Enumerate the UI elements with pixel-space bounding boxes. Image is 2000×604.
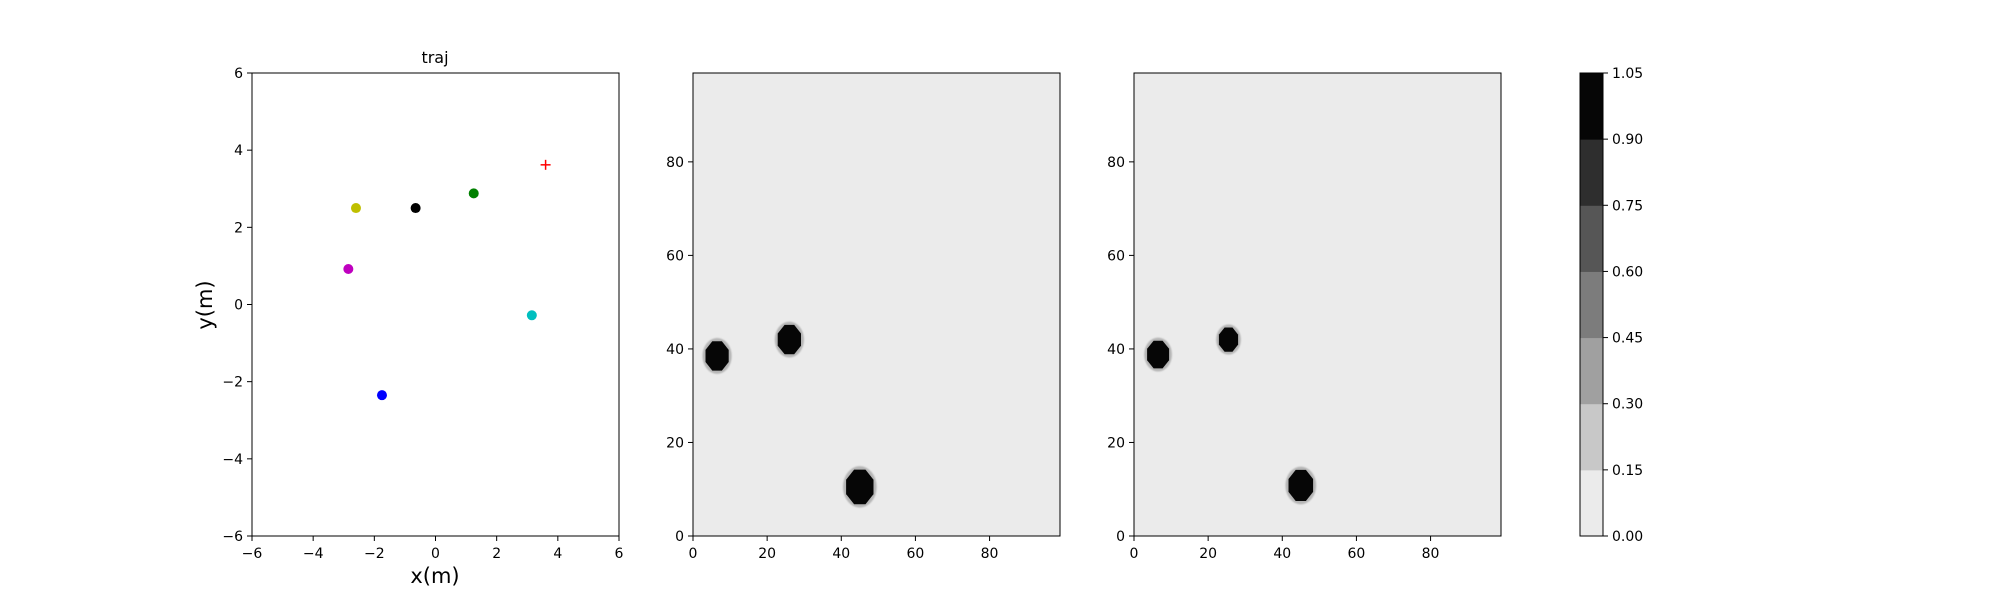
goal-marker <box>540 159 551 170</box>
colorbar-band <box>1580 337 1603 405</box>
y-tick-label: 40 <box>1107 342 1125 358</box>
agent-point-1 <box>410 203 421 214</box>
y-tick-label: 60 <box>666 248 684 264</box>
colorbar-band <box>1580 205 1603 272</box>
y-tick-label: 20 <box>666 435 684 451</box>
y-tick-label: 80 <box>666 155 684 171</box>
map-1-obstacles <box>702 321 877 508</box>
colorbar-tick-label: 0.60 <box>1612 264 1643 280</box>
traj-ticks: −6 −4 −2 0 2 4 6 −6 −4 −2 0 2 4 6 <box>222 66 623 562</box>
agent-point-4 <box>526 310 537 321</box>
obstacle-0 <box>705 341 729 371</box>
x-tick-label: −2 <box>364 546 385 562</box>
colorbar-band <box>1580 469 1603 537</box>
y-tick-label: 4 <box>234 143 243 159</box>
traj-panel: traj x(m) y(m) −6 −4 −2 0 2 4 6 −6 −4 −2 0 2 4 6 <box>193 48 624 588</box>
traj-points <box>343 159 551 401</box>
y-tick-label: 0 <box>234 298 243 314</box>
traj-plot-area <box>251 72 620 537</box>
map-1-ticks: 0 20 40 60 80 0 20 40 60 80 <box>666 155 998 562</box>
x-tick-label: 20 <box>1199 546 1217 562</box>
colorbar-band <box>1580 271 1603 339</box>
map-2-frame <box>1133 72 1502 537</box>
map-2-obstacles <box>1144 324 1317 505</box>
agent-point-5 <box>376 390 387 401</box>
obstacle-1 <box>1218 327 1239 352</box>
traj-x-axis-label: x(m) <box>410 564 459 588</box>
map-panel-2: 0 20 40 60 80 0 20 40 60 80 <box>1107 72 1502 562</box>
obstacle-2 <box>846 469 874 505</box>
y-tick-label: −4 <box>222 452 243 468</box>
x-tick-label: 4 <box>553 546 562 562</box>
y-tick-label: 2 <box>234 220 243 236</box>
obstacle-1 <box>777 324 801 355</box>
y-tick-label: −2 <box>222 375 243 391</box>
y-tick-label: 80 <box>1107 155 1125 171</box>
traj-y-axis-label: y(m) <box>193 280 217 329</box>
x-tick-label: 20 <box>758 546 776 562</box>
y-tick-label: 0 <box>675 529 684 545</box>
obstacle-2 <box>1288 469 1314 501</box>
colorbar-bands <box>1580 73 1603 537</box>
map-1-frame <box>692 72 1061 537</box>
x-tick-label: 2 <box>492 546 501 562</box>
colorbar-tick-label: 0.15 <box>1612 463 1643 479</box>
map-2-background <box>1134 73 1501 536</box>
map-panel-1: 0 20 40 60 80 0 20 40 60 80 <box>666 72 1061 562</box>
colorbar: 0.00 0.15 0.30 0.45 0.60 0.75 0.90 1.05 <box>1579 66 1643 545</box>
colorbar-band <box>1580 73 1603 140</box>
map-2-ticks: 0 20 40 60 80 0 20 40 60 80 <box>1107 155 1439 562</box>
colorbar-tick-label: 0.75 <box>1612 198 1643 214</box>
y-tick-label: 40 <box>666 342 684 358</box>
x-tick-label: 40 <box>832 546 850 562</box>
colorbar-band <box>1580 139 1603 206</box>
obstacle-0 <box>1147 340 1170 369</box>
x-tick-label: 60 <box>907 546 925 562</box>
map-1-background <box>693 73 1060 536</box>
x-tick-label: 60 <box>1348 546 1366 562</box>
agent-point-2 <box>468 188 479 199</box>
colorbar-tick-label: 0.90 <box>1612 132 1643 148</box>
y-tick-label: 60 <box>1107 248 1125 264</box>
y-tick-label: 20 <box>1107 435 1125 451</box>
x-tick-label: 0 <box>1130 546 1139 562</box>
y-tick-label: −6 <box>222 529 243 545</box>
y-tick-label: 0 <box>1116 529 1125 545</box>
x-tick-label: 6 <box>615 546 624 562</box>
agent-point-0 <box>350 203 361 214</box>
colorbar-tick-label: 0.30 <box>1612 397 1643 413</box>
colorbar-tick-label: 1.05 <box>1612 66 1643 82</box>
agent-point-3 <box>343 264 354 275</box>
x-tick-label: 0 <box>689 546 698 562</box>
x-tick-label: 80 <box>981 546 999 562</box>
x-tick-label: 40 <box>1273 546 1291 562</box>
colorbar-band <box>1580 403 1603 471</box>
colorbar-tick-label: 0.00 <box>1612 529 1643 545</box>
y-tick-label: 6 <box>234 66 243 82</box>
x-tick-label: −4 <box>303 546 324 562</box>
colorbar-tick-label: 0.45 <box>1612 331 1643 347</box>
colorbar-ticks: 0.00 0.15 0.30 0.45 0.60 0.75 0.90 1.05 <box>1603 66 1643 545</box>
traj-title: traj <box>421 48 448 67</box>
colorbar-frame <box>1579 72 1604 537</box>
x-tick-label: −6 <box>242 546 263 562</box>
x-tick-label: 80 <box>1422 546 1440 562</box>
x-tick-label: 0 <box>431 546 440 562</box>
